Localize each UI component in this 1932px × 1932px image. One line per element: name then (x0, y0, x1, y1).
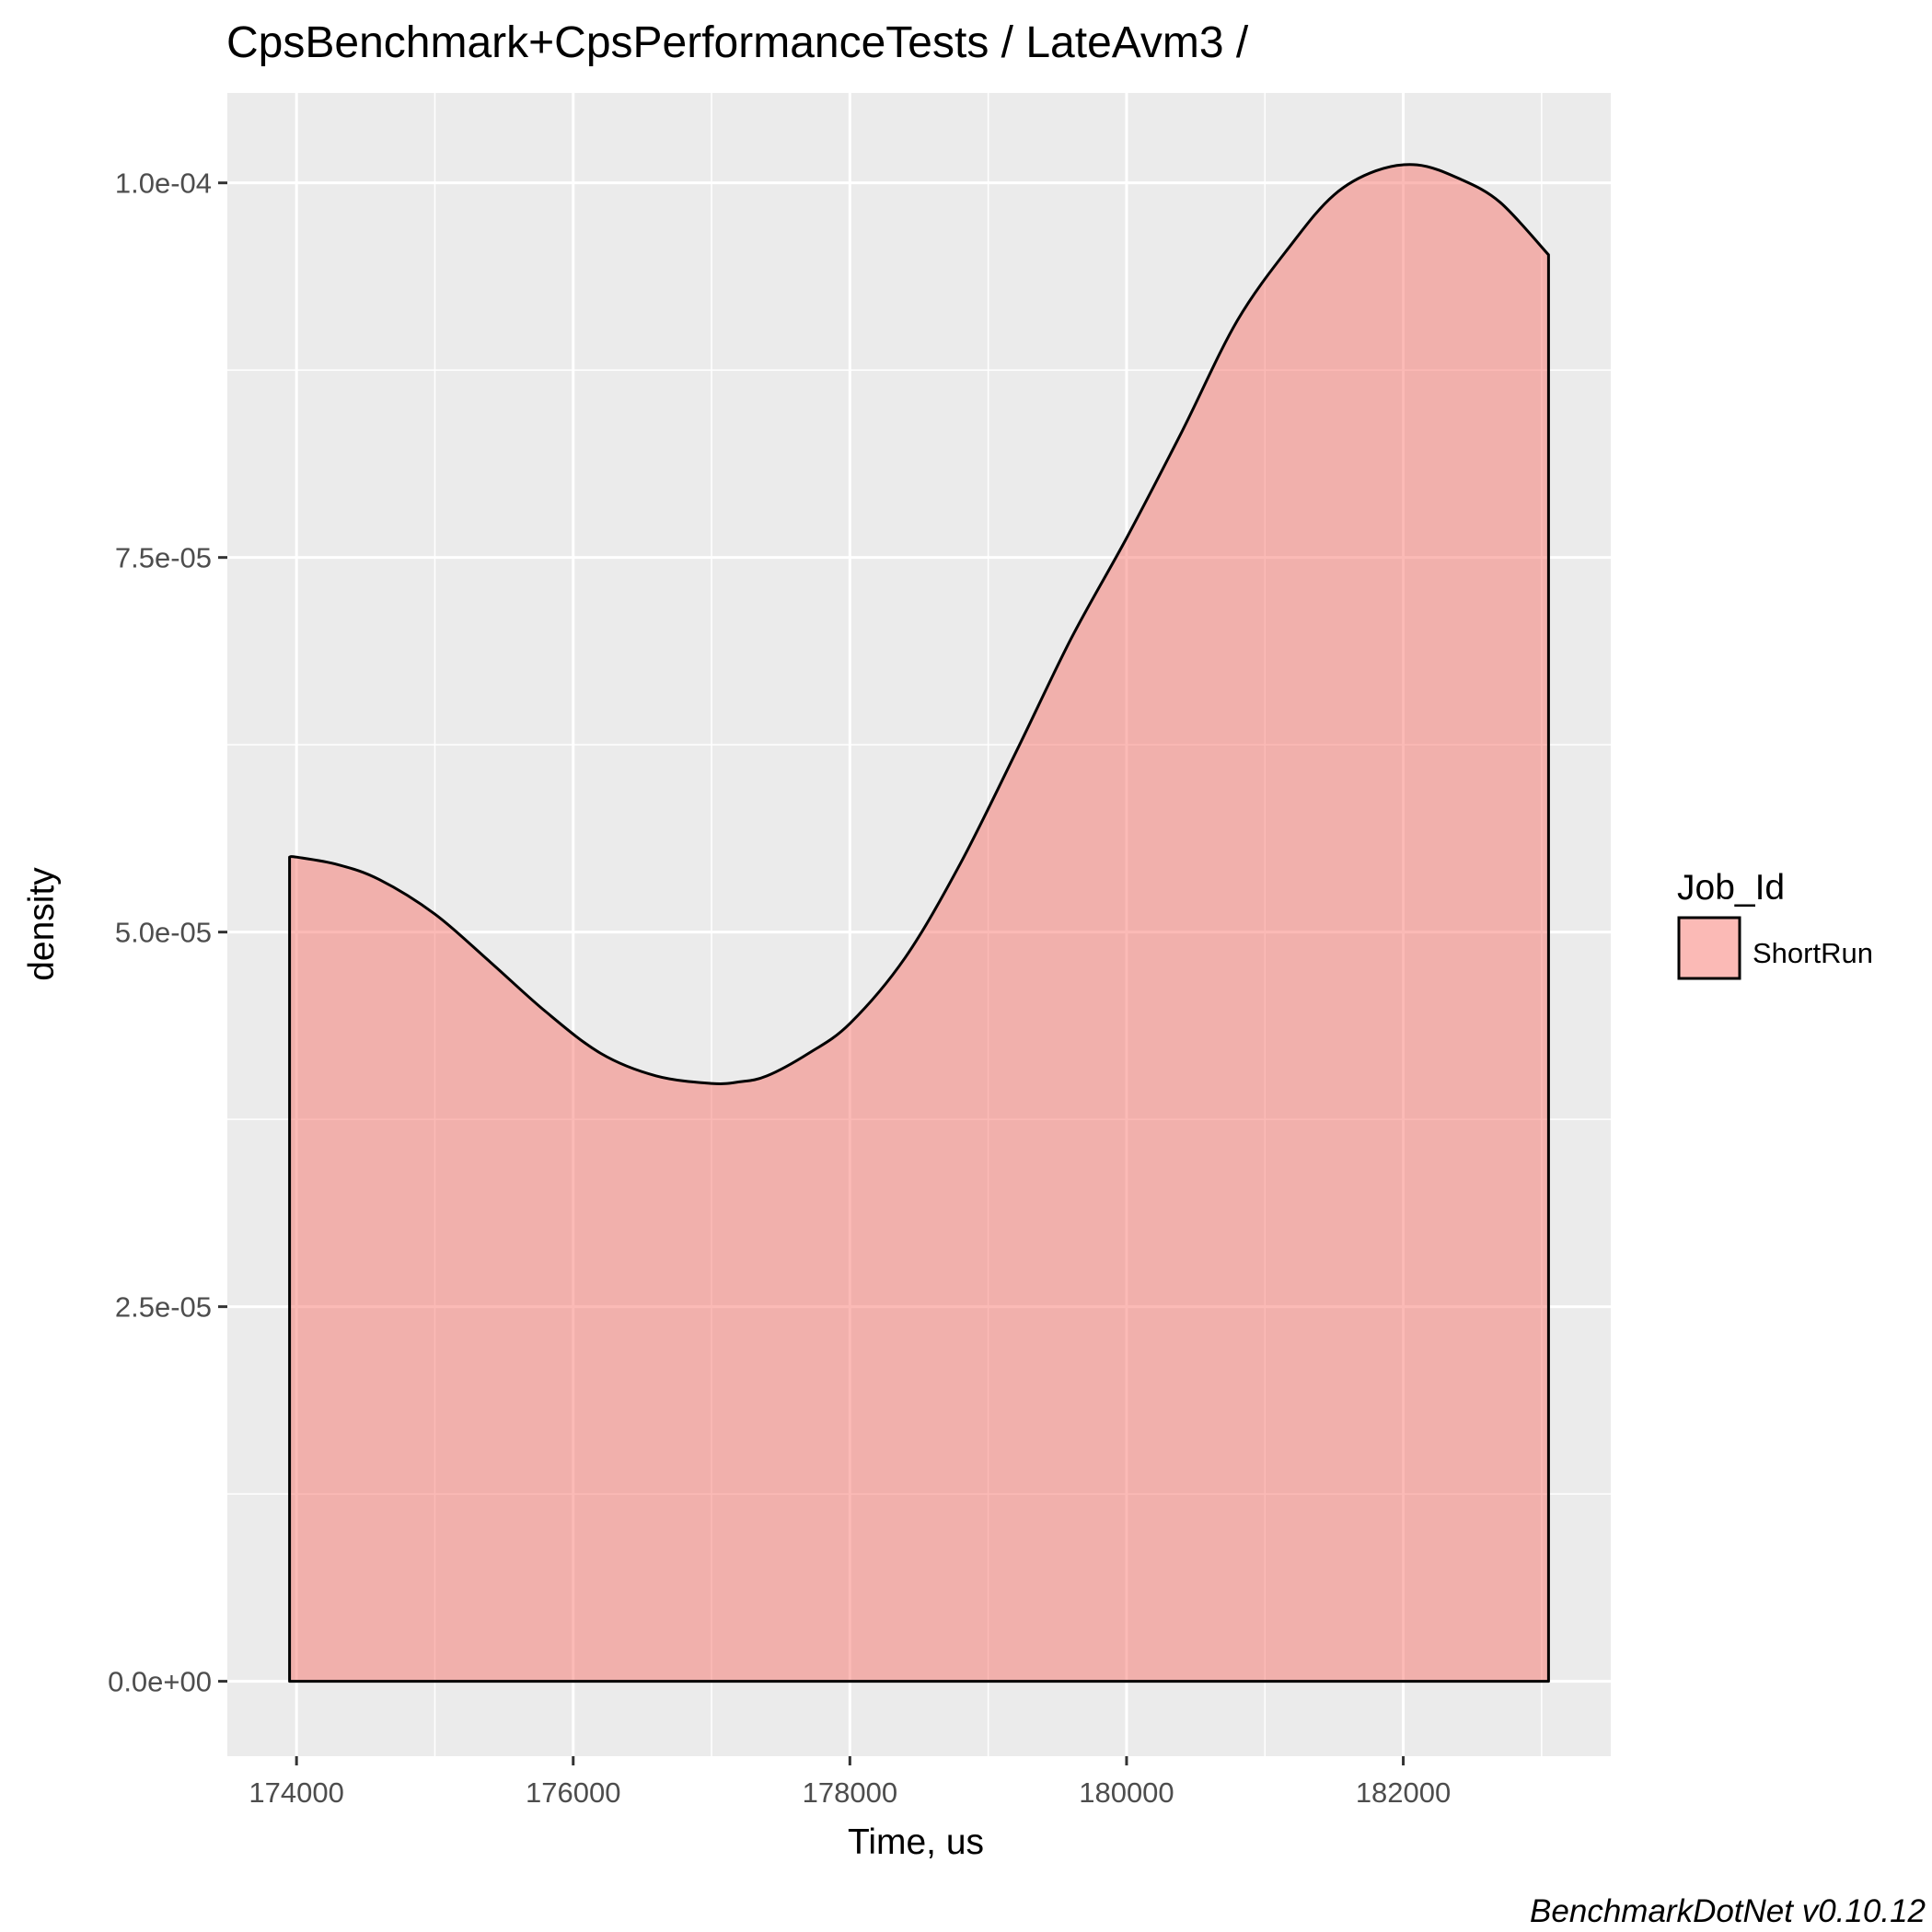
y-axis: 0.0e+00 2.5e-05 5.0e-05 7.5e-05 1.0e-04 (108, 168, 227, 1698)
x-tick-label: 174000 (249, 1776, 343, 1809)
legend: Job_Id ShortRun (1677, 868, 1873, 980)
x-tick-label: 180000 (1079, 1776, 1174, 1809)
y-tick-label: 2.5e-05 (115, 1291, 212, 1324)
y-tick-label: 7.5e-05 (115, 542, 212, 574)
x-axis-title: Time, us (848, 1822, 984, 1862)
y-tick-label: 5.0e-05 (115, 917, 212, 949)
caption: BenchmarkDotNet v0.10.12 (1530, 1893, 1926, 1929)
y-axis-title: density (22, 867, 62, 981)
series-layer (288, 163, 1550, 1683)
chart-title: CpsBenchmark+CpsPerformanceTests / LateA… (226, 18, 1249, 67)
legend-label-shortrun: ShortRun (1753, 937, 1873, 969)
x-tick-label: 182000 (1356, 1776, 1451, 1809)
y-tick-label: 0.0e+00 (108, 1666, 212, 1698)
legend-title: Job_Id (1677, 868, 1785, 908)
y-tick-label: 1.0e-04 (115, 168, 212, 200)
x-tick-label: 176000 (526, 1776, 620, 1809)
legend-key-shortrun (1677, 916, 1741, 980)
x-tick-label: 178000 (803, 1776, 897, 1809)
density-area-shortrun (288, 163, 1550, 1683)
x-axis: 174000 176000 178000 180000 182000 (249, 1756, 1451, 1809)
